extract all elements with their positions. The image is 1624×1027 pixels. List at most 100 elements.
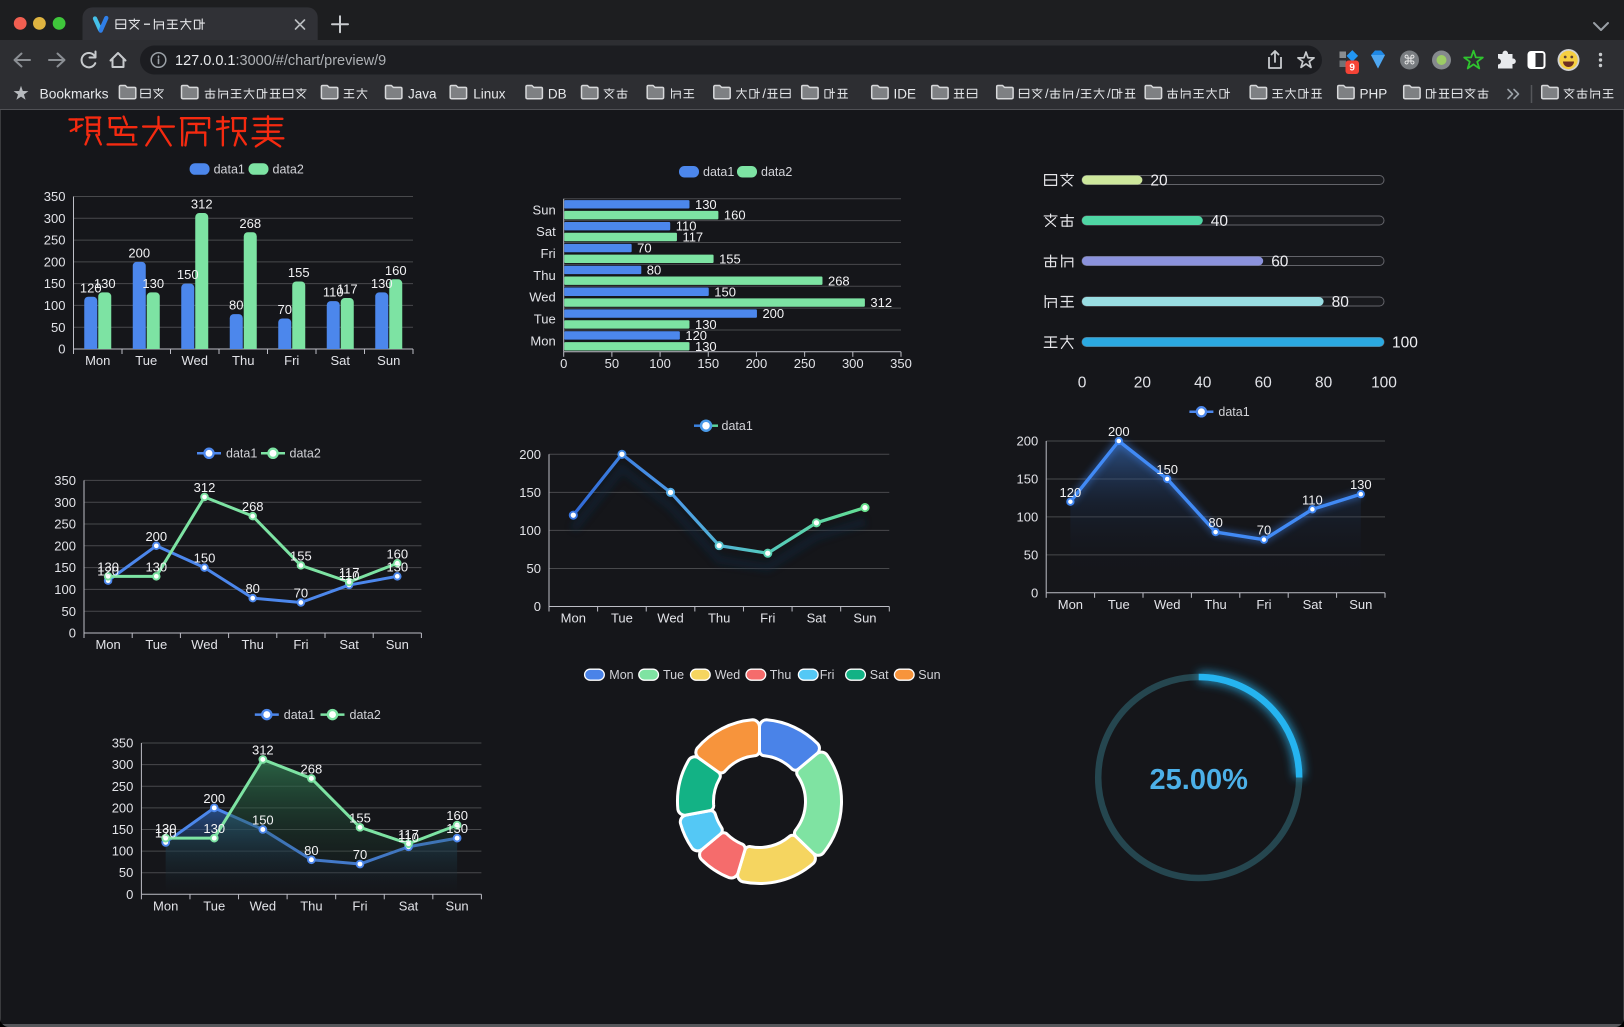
svg-text:70: 70	[1257, 523, 1271, 538]
svg-text:Mon: Mon	[609, 668, 633, 682]
svg-text:50: 50	[605, 356, 619, 371]
svg-text:Sun: Sun	[853, 611, 876, 626]
svg-text:Mon: Mon	[153, 898, 178, 913]
svg-text:/: /	[762, 86, 766, 101]
svg-text:200: 200	[1016, 434, 1038, 449]
svg-text:Tue: Tue	[611, 611, 633, 626]
svg-text:100: 100	[1371, 374, 1397, 391]
svg-text:data2: data2	[761, 165, 792, 179]
svg-text:110: 110	[398, 830, 419, 845]
svg-text:PHP: PHP	[1360, 87, 1388, 102]
svg-text:100: 100	[112, 844, 134, 859]
svg-text:Wed: Wed	[1154, 597, 1181, 612]
svg-text:Wed: Wed	[182, 353, 209, 368]
svg-text:200: 200	[145, 529, 167, 544]
svg-text:50: 50	[527, 561, 541, 576]
svg-text:350: 350	[54, 473, 76, 488]
svg-text:268: 268	[828, 273, 850, 288]
svg-text:Sat: Sat	[870, 668, 889, 682]
svg-text:Thu: Thu	[533, 268, 555, 283]
svg-text:Sun: Sun	[1349, 597, 1372, 612]
svg-text:300: 300	[44, 211, 66, 226]
svg-text:Tue: Tue	[203, 898, 225, 913]
svg-text:Tue: Tue	[534, 312, 556, 327]
svg-text:Sun: Sun	[377, 353, 400, 368]
svg-text:200: 200	[203, 791, 225, 806]
svg-text:40: 40	[1211, 213, 1229, 230]
svg-text:312: 312	[191, 197, 213, 212]
svg-text:Wed: Wed	[715, 668, 741, 682]
svg-text:130: 130	[203, 821, 225, 836]
svg-text:data2: data2	[290, 447, 321, 461]
svg-text:130: 130	[97, 559, 119, 574]
svg-text:117: 117	[398, 827, 419, 842]
svg-text:155: 155	[719, 251, 741, 266]
svg-text:155: 155	[288, 265, 310, 280]
svg-text:300: 300	[112, 757, 134, 772]
svg-text:150: 150	[177, 267, 199, 282]
svg-text:40: 40	[1194, 374, 1212, 391]
svg-text:/: /	[1076, 86, 1080, 101]
svg-text:130: 130	[386, 559, 408, 574]
svg-text:20: 20	[1150, 172, 1168, 189]
svg-text:data1: data1	[284, 708, 315, 722]
svg-text:200: 200	[519, 447, 541, 462]
svg-text:Tue: Tue	[1108, 597, 1130, 612]
svg-text:150: 150	[714, 284, 736, 299]
svg-text:200: 200	[44, 254, 66, 269]
svg-text:Sun: Sun	[446, 898, 469, 913]
svg-text:Bookmarks: Bookmarks	[40, 87, 109, 102]
svg-text:60: 60	[1255, 374, 1273, 391]
svg-text:Fri: Fri	[284, 353, 299, 368]
svg-text:80: 80	[1332, 294, 1350, 311]
svg-text:80: 80	[647, 262, 661, 277]
svg-text:data1: data1	[722, 419, 753, 433]
svg-text:70: 70	[353, 847, 367, 862]
svg-text:Java: Java	[408, 87, 437, 102]
svg-text:150: 150	[1016, 472, 1038, 487]
svg-text:160: 160	[724, 208, 746, 223]
svg-text:80: 80	[1315, 374, 1333, 391]
svg-text:160: 160	[446, 808, 468, 823]
svg-text:100: 100	[1016, 509, 1038, 524]
svg-text:DB: DB	[548, 87, 567, 102]
svg-text:70: 70	[294, 586, 308, 601]
svg-text:0: 0	[1031, 585, 1038, 600]
svg-text:Tue: Tue	[663, 668, 684, 682]
svg-text:Sun: Sun	[918, 668, 940, 682]
svg-text:50: 50	[119, 865, 133, 880]
svg-text:9: 9	[1349, 63, 1355, 74]
svg-text:130: 130	[371, 276, 393, 291]
svg-text:20: 20	[1134, 374, 1152, 391]
svg-text:130: 130	[446, 821, 468, 836]
svg-text:350: 350	[890, 356, 912, 371]
svg-text:250: 250	[112, 779, 134, 794]
svg-text:Sun: Sun	[386, 637, 409, 652]
svg-text:0: 0	[1078, 374, 1087, 391]
svg-text:50: 50	[51, 320, 65, 335]
svg-text:120: 120	[155, 825, 177, 840]
svg-text:Fri: Fri	[1256, 597, 1271, 612]
svg-text:0: 0	[560, 356, 567, 371]
svg-text:200: 200	[1108, 424, 1130, 439]
svg-text:150: 150	[252, 813, 274, 828]
svg-text:100: 100	[54, 582, 76, 597]
svg-text:200: 200	[112, 800, 134, 815]
svg-text:Sat: Sat	[399, 898, 419, 913]
svg-text:Sat: Sat	[807, 611, 827, 626]
svg-text:Wed: Wed	[657, 611, 684, 626]
svg-text:155: 155	[290, 548, 312, 563]
svg-text:120: 120	[97, 564, 119, 579]
svg-text:Fri: Fri	[820, 668, 835, 682]
svg-text:155: 155	[349, 810, 371, 825]
svg-text:Tue: Tue	[135, 353, 157, 368]
svg-text:117: 117	[682, 230, 703, 245]
svg-text:0: 0	[69, 626, 76, 641]
svg-text:130: 130	[142, 276, 164, 291]
svg-text:70: 70	[278, 302, 292, 317]
svg-text:data1: data1	[214, 162, 245, 176]
svg-text:300: 300	[842, 356, 864, 371]
svg-text:Sat: Sat	[330, 353, 350, 368]
svg-text:Mon: Mon	[530, 333, 555, 348]
svg-text:Mon: Mon	[1058, 597, 1083, 612]
